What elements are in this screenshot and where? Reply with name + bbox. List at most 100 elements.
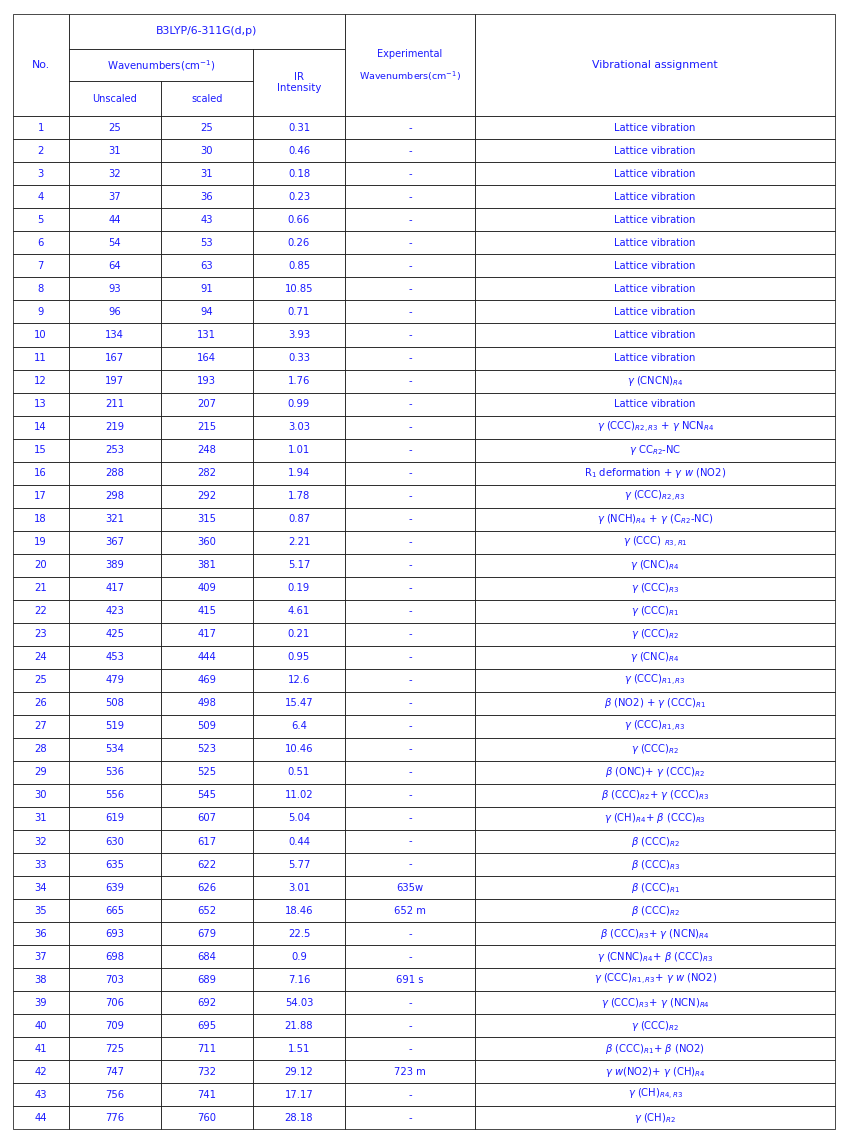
Text: 622: 622: [198, 859, 216, 869]
Bar: [69, 531, 161, 554]
Text: 167: 167: [105, 353, 125, 363]
Text: Vibrational assignment: Vibrational assignment: [592, 60, 718, 70]
Bar: [161, 82, 253, 116]
Text: 10.46: 10.46: [285, 745, 313, 755]
Text: Lattice vibration: Lattice vibration: [615, 145, 696, 155]
Bar: [161, 669, 253, 692]
Text: $\gamma$ (CCC)$_{R2}$: $\gamma$ (CCC)$_{R2}$: [631, 1019, 679, 1033]
Text: -: -: [408, 537, 412, 547]
Bar: [69, 438, 161, 462]
Text: 619: 619: [105, 814, 125, 824]
Text: 0.99: 0.99: [287, 400, 310, 409]
Text: 360: 360: [198, 537, 216, 547]
Text: 5.04: 5.04: [288, 814, 310, 824]
Bar: [475, 116, 835, 140]
Bar: [253, 531, 345, 554]
Text: 54.03: 54.03: [285, 998, 313, 1008]
Text: $\beta$ (CCC)$_{R2}$: $\beta$ (CCC)$_{R2}$: [631, 903, 679, 917]
Text: $\gamma$ (NCH)$_{R4}$ + $\gamma$ (C$_{R2}$-NC): $\gamma$ (NCH)$_{R4}$ + $\gamma$ (C$_{R2…: [597, 512, 713, 527]
Text: -: -: [408, 859, 412, 869]
Bar: [161, 462, 253, 485]
Text: -: -: [408, 790, 412, 800]
Text: 534: 534: [105, 745, 124, 755]
Bar: [161, 922, 253, 945]
Text: 315: 315: [198, 514, 216, 524]
Bar: [345, 162, 475, 185]
Text: 25: 25: [200, 123, 213, 133]
Bar: [13, 692, 69, 715]
Bar: [475, 277, 835, 301]
Text: $\gamma$ $w$(NO2)+ $\gamma$ (CH)$_{R4}$: $\gamma$ $w$(NO2)+ $\gamma$ (CH)$_{R4}$: [605, 1065, 706, 1078]
Bar: [13, 899, 69, 922]
Bar: [475, 485, 835, 507]
Text: 64: 64: [109, 261, 121, 271]
Bar: [69, 14, 345, 49]
Text: 91: 91: [200, 284, 213, 294]
Bar: [345, 945, 475, 968]
Text: 25: 25: [109, 123, 121, 133]
Bar: [475, 162, 835, 185]
Text: 26: 26: [34, 698, 47, 708]
Text: 417: 417: [105, 583, 124, 594]
Bar: [253, 784, 345, 807]
Text: 215: 215: [198, 422, 216, 432]
Bar: [345, 116, 475, 140]
Text: 732: 732: [198, 1067, 216, 1077]
Text: -: -: [408, 238, 412, 247]
Bar: [253, 830, 345, 854]
Bar: [345, 899, 475, 922]
Bar: [161, 1083, 253, 1107]
Text: 8: 8: [37, 284, 44, 294]
Bar: [69, 507, 161, 531]
Bar: [253, 462, 345, 485]
Bar: [161, 507, 253, 531]
Bar: [13, 738, 69, 760]
Bar: [13, 623, 69, 646]
Bar: [69, 577, 161, 599]
Bar: [253, 715, 345, 738]
Bar: [69, 415, 161, 438]
Text: Lattice vibration: Lattice vibration: [615, 169, 696, 179]
Text: $\gamma$ (CH)$_{R2}$: $\gamma$ (CH)$_{R2}$: [634, 1111, 676, 1125]
Bar: [161, 140, 253, 162]
Bar: [253, 485, 345, 507]
Bar: [253, 623, 345, 646]
Bar: [345, 415, 475, 438]
Text: -: -: [408, 145, 412, 155]
Bar: [69, 623, 161, 646]
Text: 706: 706: [105, 998, 124, 1008]
Bar: [161, 623, 253, 646]
Bar: [253, 1015, 345, 1037]
Bar: [161, 393, 253, 415]
Text: 709: 709: [105, 1020, 124, 1031]
Text: 389: 389: [105, 561, 124, 570]
Text: $\gamma$ (CCC)$_{R1,R3}$: $\gamma$ (CCC)$_{R1,R3}$: [624, 673, 686, 688]
Bar: [345, 485, 475, 507]
Bar: [69, 646, 161, 669]
Text: 695: 695: [198, 1020, 216, 1031]
Bar: [475, 393, 835, 415]
Bar: [13, 462, 69, 485]
Bar: [13, 346, 69, 370]
Bar: [13, 116, 69, 140]
Bar: [69, 277, 161, 301]
Text: 0.44: 0.44: [288, 836, 310, 847]
Bar: [345, 1015, 475, 1037]
Bar: [13, 140, 69, 162]
Text: 703: 703: [105, 975, 124, 985]
Text: -: -: [408, 653, 412, 663]
Text: -: -: [408, 514, 412, 524]
Bar: [253, 554, 345, 577]
Bar: [161, 554, 253, 577]
Bar: [69, 830, 161, 854]
Bar: [253, 1107, 345, 1129]
Text: 508: 508: [105, 698, 124, 708]
Bar: [345, 646, 475, 669]
Text: $\beta$ (CCC)$_{R1}$: $\beta$ (CCC)$_{R1}$: [631, 881, 680, 894]
Bar: [253, 577, 345, 599]
Text: Lattice vibration: Lattice vibration: [615, 306, 696, 317]
Text: 17.17: 17.17: [285, 1090, 314, 1100]
Text: 42: 42: [35, 1067, 47, 1077]
Bar: [69, 760, 161, 784]
Bar: [161, 301, 253, 323]
